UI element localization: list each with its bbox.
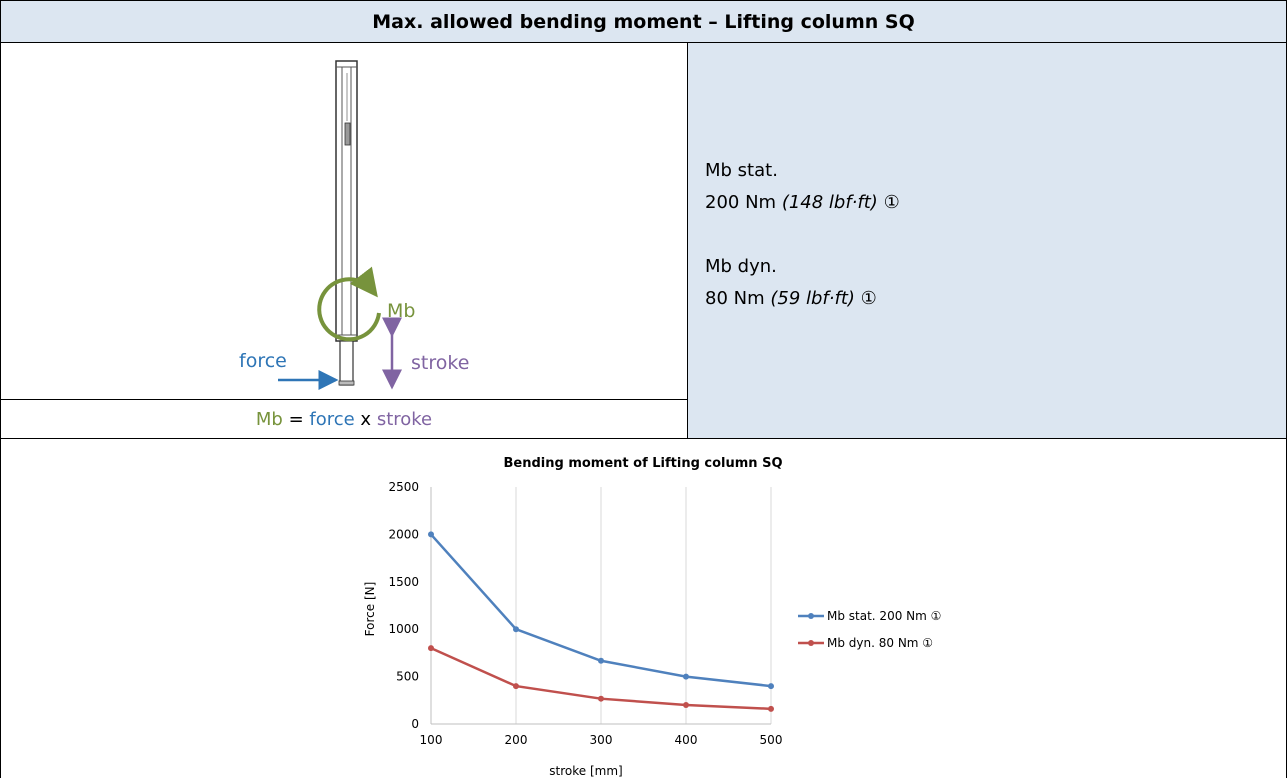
static-spec-value: 200 Nm: [705, 192, 782, 213]
formula-stroke: stroke: [376, 408, 433, 430]
chart-cell: Bending moment of Lifting column SQ 100 2…: [0, 438, 1287, 778]
chart-title: Bending moment of Lifting column SQ: [503, 456, 782, 471]
legend-marker: [808, 640, 814, 646]
y-tick-label: 1500: [388, 575, 419, 589]
y-tick-label: 500: [396, 670, 419, 684]
formula-force: force: [309, 408, 355, 430]
bending-moment-chart: Bending moment of Lifting column SQ 100 2…: [356, 439, 941, 778]
y-tick-label: 1000: [388, 622, 419, 636]
x-axis-label: stroke [mm]: [549, 764, 622, 778]
stroke-label: stroke: [411, 352, 469, 374]
dynamic-spec: Mb dyn. 80 Nm (59 lbf·ft) ①: [705, 251, 877, 315]
data-point: [683, 702, 689, 709]
y-axis-label: Force [N]: [363, 582, 377, 637]
column-inner-tube: [338, 340, 355, 386]
data-point: [428, 531, 434, 538]
page-title: Max. allowed bending moment – Lifting co…: [0, 0, 1287, 43]
note-mark: ①: [860, 288, 877, 309]
data-point: [768, 705, 774, 712]
formula-times: x: [354, 408, 377, 430]
dynamic-spec-name: Mb dyn.: [705, 256, 777, 277]
y-tick-label: 2000: [388, 527, 419, 541]
static-spec-imperial: (148 lbf·ft): [781, 192, 878, 213]
legend-marker: [808, 613, 814, 619]
force-label: force: [239, 350, 287, 372]
data-point: [513, 626, 519, 633]
data-point: [598, 695, 604, 702]
x-tick-label: 100: [420, 733, 443, 747]
data-point: [683, 673, 689, 680]
formula-equals: =: [282, 408, 310, 430]
data-point: [513, 683, 519, 690]
y-tick-label: 0: [411, 717, 419, 731]
dynamic-spec-line: 80 Nm (59 lbf·ft) ①: [705, 283, 877, 315]
chart-legend: Mb stat. 200 Nm ① Mb dyn. 80 Nm ①: [798, 609, 941, 650]
data-point: [428, 645, 434, 652]
spec-panel: Mb stat. 200 Nm (148 lbf·ft) ① Mb dyn. 8…: [688, 43, 1287, 438]
x-tick-label: 400: [675, 733, 698, 747]
static-spec-name: Mb stat.: [705, 160, 778, 181]
x-tick-label: 200: [505, 733, 528, 747]
data-point: [768, 683, 774, 690]
chart-series: [428, 531, 774, 712]
lifting-column-diagram: Mb force stroke: [239, 60, 469, 390]
y-tick-label: 2500: [388, 480, 419, 494]
note-mark: ①: [883, 192, 900, 213]
column-illustration-cell: Mb force stroke: [0, 43, 688, 400]
static-spec-line: 200 Nm (148 lbf·ft) ①: [705, 187, 900, 219]
dynamic-spec-imperial: (59 lbf·ft): [770, 288, 855, 309]
legend-label: Mb stat. 200 Nm ①: [827, 609, 941, 623]
column-housing: [335, 60, 358, 342]
static-spec: Mb stat. 200 Nm (148 lbf·ft) ①: [705, 155, 900, 219]
mb-label: Mb: [387, 300, 415, 322]
legend-label: Mb dyn. 80 Nm ①: [827, 636, 933, 650]
x-tick-label: 300: [590, 733, 613, 747]
data-point: [598, 657, 604, 664]
formula-mb: Mb: [255, 408, 283, 430]
dynamic-spec-value: 80 Nm: [705, 288, 771, 309]
chart-axes: 100 200 300 400 500 0 500 1000 1500 2000 2500: [388, 480, 782, 747]
moment-arc: [317, 266, 381, 342]
formula: Mb = force x stroke: [0, 400, 688, 438]
x-tick-label: 500: [760, 733, 783, 747]
